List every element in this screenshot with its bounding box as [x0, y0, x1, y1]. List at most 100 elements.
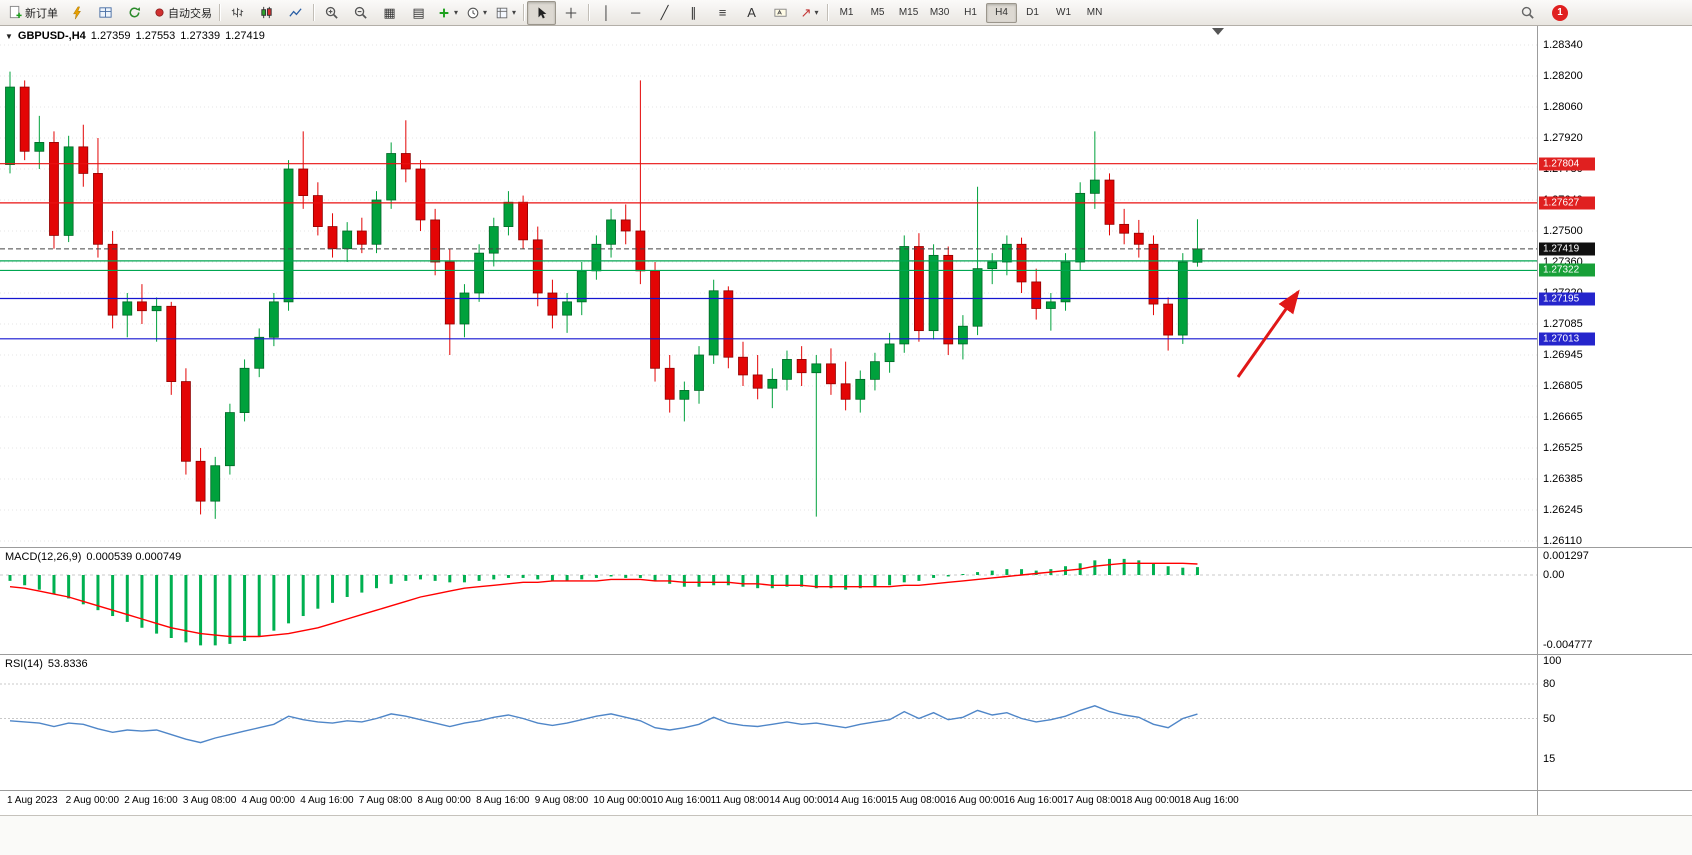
axis-label: 1.27085 [1543, 318, 1583, 330]
price-axis[interactable]: 1.283401.282001.280601.279201.277801.276… [1538, 0, 1692, 855]
chart-line-button[interactable] [281, 1, 310, 25]
panel-separator [0, 790, 1692, 791]
chevron-down-icon: ▾ [483, 8, 488, 17]
time-axis-label: 4 Aug 16:00 [300, 795, 354, 806]
window-bottom-strip [0, 816, 1692, 855]
axis-label: 1.28060 [1543, 101, 1583, 113]
horizontal-line-icon: ─ [630, 5, 641, 20]
candlestick-icon [259, 5, 274, 20]
axis-label: -0.004777 [1543, 638, 1593, 651]
timeframe-m5-button[interactable]: M5 [870, 7, 885, 18]
axis-label: 1.26665 [1543, 411, 1583, 423]
arrow-object-icon: ↗ [800, 5, 812, 20]
trendline-icon: ╱ [660, 5, 669, 20]
macd-plot[interactable] [0, 548, 1537, 654]
chevron-down-icon: ▾ [512, 8, 517, 17]
crosshair-tool-button[interactable] [556, 1, 585, 25]
zoom-out-icon [353, 5, 368, 20]
axis-label: 1.26245 [1543, 504, 1583, 516]
toolbar-separator [313, 4, 314, 21]
fibonacci-icon: ≡ [718, 5, 727, 20]
time-axis-label: 8 Aug 00:00 [417, 795, 471, 806]
time-axis-label: 2 Aug 16:00 [124, 795, 178, 806]
indicators-button[interactable]: ▾ [433, 1, 462, 25]
axis-label: 15 [1543, 752, 1556, 765]
axis-label: 1.27500 [1543, 225, 1583, 237]
chart-bars-button[interactable] [223, 1, 252, 25]
tile-windows-button[interactable]: ▦ [375, 1, 404, 25]
axis-label: 1.26385 [1543, 473, 1583, 485]
panel-separator [0, 815, 1692, 816]
market-watch-button[interactable] [62, 1, 91, 25]
data-window-button[interactable] [91, 1, 120, 25]
panel-separator[interactable] [0, 547, 1692, 548]
data-grid-icon [98, 5, 113, 20]
axis-label: 50 [1543, 712, 1556, 725]
panel-separator[interactable] [0, 654, 1692, 655]
time-axis-label: 4 Aug 00:00 [241, 795, 295, 806]
horizontal-line-tool-button[interactable]: ─ [621, 1, 650, 25]
timeframe-m30-button[interactable]: M30 [929, 7, 950, 18]
rsi-plot[interactable] [0, 655, 1537, 790]
chart-symbol-info: ▼ GBPUSD-,H4 1.27359 1.27553 1.27339 1.2… [5, 30, 265, 42]
time-axis-label: 10 Aug 16:00 [652, 795, 711, 806]
time-axis-label: 9 Aug 08:00 [534, 795, 589, 806]
new-order-icon [8, 5, 23, 20]
timeframe-h4-button[interactable]: H4 [986, 2, 1018, 23]
time-axis-label: 14 Aug 16:00 [827, 795, 887, 806]
timeframe-w1-button[interactable]: W1 [1056, 7, 1072, 18]
toolbar-separator [523, 4, 525, 21]
cursor-tool-button[interactable] [527, 0, 557, 25]
rsi-line [9, 705, 1198, 744]
axis-label: 1.26945 [1543, 349, 1583, 361]
channel-tool-button[interactable]: ∥ [679, 1, 708, 25]
vertical-line-icon: │ [602, 5, 611, 20]
timeframe-m15-button[interactable]: M15 [898, 7, 919, 18]
time-axis-label: 14 Aug 00:00 [769, 795, 829, 806]
ohlc-low: 1.27339 [180, 30, 221, 42]
trendline-tool-button[interactable]: ╱ [650, 1, 679, 25]
timeframe-h1-button[interactable]: H1 [964, 7, 977, 18]
template-grid-icon [495, 6, 509, 20]
new-order-button[interactable]: 新订单 [4, 1, 62, 25]
timeframe-d1-button[interactable]: D1 [1026, 7, 1039, 18]
time-axis-label: 16 Aug 16:00 [1003, 795, 1063, 806]
vertical-line-tool-button[interactable]: │ [592, 1, 621, 25]
ohlc-close: 1.27419 [225, 30, 265, 42]
crosshair-icon [564, 6, 578, 20]
zoom-out-button[interactable] [346, 1, 375, 25]
ohlc-high: 1.27553 [135, 30, 176, 42]
navigator-button[interactable] [120, 1, 149, 25]
axis-label: 1.26110 [1543, 535, 1582, 547]
templates-button[interactable]: ▾ [491, 1, 520, 25]
price-level-badge: 1.27322 [1539, 263, 1595, 277]
timeframe-mn-button[interactable]: MN [1086, 7, 1103, 18]
price-level-badge: 1.27627 [1539, 196, 1595, 210]
search-button[interactable] [1513, 1, 1542, 25]
arrows-tool-button[interactable]: ↗ ▾ [795, 1, 824, 25]
fibonacci-tool-button[interactable]: ≡ [708, 1, 737, 25]
main-chart-plot[interactable] [0, 26, 1537, 547]
text-label-tool-button[interactable] [766, 1, 795, 25]
zoom-in-button[interactable] [317, 1, 346, 25]
macd-values: 0.000539 0.000749 [86, 551, 182, 563]
auto-trading-button[interactable]: 自动交易 [149, 1, 216, 25]
new-order-label: 新订单 [25, 7, 58, 20]
periods-button[interactable]: ▾ [462, 1, 491, 25]
timeframe-m1-button[interactable]: M1 [839, 7, 854, 18]
notification-badge[interactable]: 1 [1552, 4, 1568, 21]
one-click-panel-toggle[interactable]: ▼ [5, 31, 13, 41]
chart-shift-marker[interactable] [1212, 28, 1224, 35]
text-tool-button[interactable]: A [737, 1, 766, 25]
price-level-badge: 1.27419 [1539, 242, 1595, 256]
time-axis-label: 11 Aug 08:00 [710, 795, 769, 806]
toolbar-separator [588, 4, 590, 21]
chart-candles-button[interactable] [252, 1, 281, 25]
time-axis[interactable]: 1 Aug 2023 2 Aug 00:00 2 Aug 16:00 3 Aug 08… [0, 791, 1537, 815]
cascade-windows-button[interactable]: ▤ [404, 1, 433, 25]
time-axis-label: 10 Aug 00:00 [593, 795, 653, 806]
time-axis-label: 3 Aug 08:00 [182, 795, 237, 806]
text-label-icon [773, 5, 788, 20]
trend-arrow-annotation[interactable] [1236, 289, 1300, 378]
